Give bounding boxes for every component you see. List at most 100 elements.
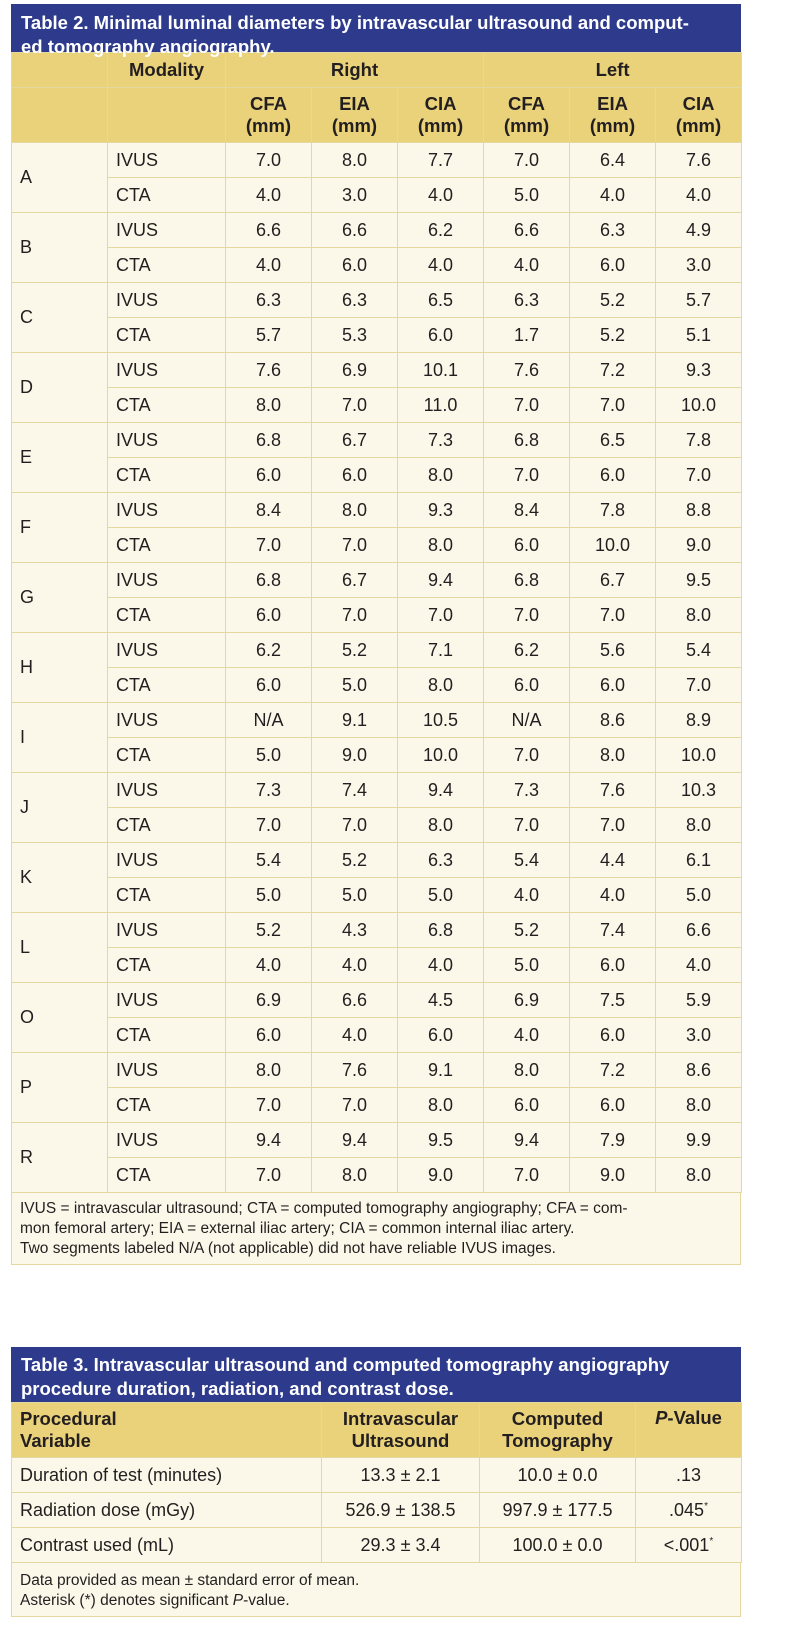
ivus-cell: 526.9 ± 138.5: [321, 1492, 480, 1528]
value-cell: 5.0: [225, 877, 312, 913]
value-cell: 1.7: [483, 317, 571, 353]
value-cell: 9.3: [396, 492, 485, 528]
value-cell: 6.0: [225, 597, 312, 633]
value-cell: 5.0: [225, 737, 312, 773]
value-cell: 8.0: [225, 387, 312, 423]
modality-cell: CTA: [107, 1017, 226, 1053]
value-cell: 8.0: [655, 1157, 743, 1193]
table-row: CTA 7.0 7.0 8.0 7.0 7.0 8.0: [12, 807, 743, 843]
footnote-line-3: Two segments labeled N/A (not applicable…: [20, 1240, 556, 1257]
value-cell: 3.0: [655, 1017, 743, 1053]
modality-cell: CTA: [107, 597, 226, 633]
value-cell: N/A: [483, 702, 571, 738]
row-label: D: [11, 352, 108, 423]
table-2: Table 2. Minimal luminal diameters by in…: [11, 4, 743, 1265]
row-label: O: [11, 982, 108, 1053]
row-label: C: [11, 282, 108, 353]
table-row: B IVUS 6.6 6.6 6.2 6.6 6.3 4.9: [11, 212, 743, 283]
value-cell: 10.5: [396, 702, 485, 738]
row-label: R: [11, 1122, 108, 1193]
modality-cell: IVUS: [107, 352, 226, 388]
value-cell: 8.0: [311, 142, 398, 178]
value-cell: 7.3: [225, 772, 312, 808]
value-cell: 10.0: [655, 387, 743, 423]
value-cell: 4.0: [569, 877, 657, 913]
value-cell: 6.6: [483, 212, 571, 248]
table-row: CTA 4.0 3.0 4.0 5.0 4.0 4.0: [12, 177, 743, 213]
ivus-cell: 29.3 ± 3.4: [321, 1527, 480, 1563]
value-cell: 4.9: [655, 212, 743, 248]
value-cell: 5.6: [569, 632, 657, 668]
value-cell: 7.0: [569, 807, 657, 843]
value-cell: 4.0: [396, 247, 485, 283]
pvalue-text: <.001: [663, 1534, 710, 1555]
table-row: O IVUS 6.9 6.6 4.5 6.9 7.5 5.9: [11, 982, 743, 1053]
value-cell: 8.0: [225, 1052, 312, 1088]
value-cell: 6.1: [655, 842, 743, 878]
value-cell: 6.0: [569, 947, 657, 983]
value-cell: 6.3: [483, 282, 571, 318]
table-3-title-line-1: Table 3. Intravascular ultrasound and co…: [21, 1354, 670, 1375]
footnote-line-1: IVUS = intravascular ultrasound; CTA = c…: [20, 1200, 628, 1217]
value-cell: 4.0: [311, 947, 398, 983]
value-cell: 6.0: [569, 1017, 657, 1053]
subheader-col-5: CIA (mm): [655, 87, 743, 143]
value-cell: 7.9: [569, 1122, 657, 1158]
value-cell: 7.0: [396, 597, 485, 633]
value-cell: 6.7: [569, 562, 657, 598]
modality-cell: IVUS: [107, 1122, 226, 1158]
value-cell: 4.0: [311, 1017, 398, 1053]
t3-header-pvalue-italic: P: [655, 1407, 668, 1428]
subheader-col-unit: (mm): [675, 115, 722, 136]
value-cell: 10.0: [396, 737, 485, 773]
table-row: CTA 5.7 5.3 6.0 1.7 5.2 5.1: [12, 317, 743, 353]
table-row: CTA 7.0 7.0 8.0 6.0 6.0 8.0: [12, 1087, 743, 1123]
value-cell: 7.0: [225, 142, 312, 178]
value-cell: 4.0: [569, 177, 657, 213]
value-cell: 6.6: [225, 212, 312, 248]
value-cell: 9.5: [396, 1122, 485, 1158]
value-cell: N/A: [225, 702, 312, 738]
value-cell: 7.0: [311, 1087, 398, 1123]
value-cell: 7.0: [655, 667, 743, 703]
value-cell: 8.4: [225, 492, 312, 528]
value-cell: 6.3: [396, 842, 485, 878]
value-cell: 9.9: [655, 1122, 743, 1158]
table-2-footnote: IVUS = intravascular ultrasound; CTA = c…: [11, 1193, 741, 1265]
value-cell: 6.6: [311, 212, 398, 248]
value-cell: 4.4: [569, 842, 657, 878]
table-row: CTA 6.0 4.0 6.0 4.0 6.0 3.0: [12, 1017, 743, 1053]
value-cell: 8.9: [655, 702, 743, 738]
table-3-grid: Procedural Variable Intravascular Ultras…: [11, 1402, 742, 1563]
value-cell: 7.0: [483, 142, 571, 178]
modality-cell: CTA: [107, 737, 226, 773]
value-cell: 6.0: [311, 247, 398, 283]
modality-cell: CTA: [107, 1087, 226, 1123]
modality-cell: CTA: [107, 177, 226, 213]
value-cell: 7.7: [396, 142, 485, 178]
value-cell: 5.0: [311, 667, 398, 703]
value-cell: 6.0: [483, 527, 571, 563]
t3-header-ct: Computed Tomography: [479, 1402, 636, 1458]
table-row: CTA 6.0 5.0 8.0 6.0 6.0 7.0: [12, 667, 743, 703]
value-cell: 5.9: [655, 982, 743, 1018]
value-cell: 7.6: [311, 1052, 398, 1088]
table-row: J IVUS 7.3 7.4 9.4 7.3 7.6 10.3: [11, 772, 743, 843]
value-cell: 7.0: [483, 1157, 571, 1193]
value-cell: 6.5: [396, 282, 485, 318]
subheader-blank-1: [11, 87, 108, 143]
modality-cell: IVUS: [107, 632, 226, 668]
value-cell: 7.0: [311, 807, 398, 843]
t3-header-variable: Procedural Variable: [11, 1402, 322, 1458]
value-cell: 6.4: [569, 142, 657, 178]
subheader-col-unit: (mm): [503, 115, 550, 136]
value-cell: 7.0: [569, 387, 657, 423]
table-row: CTA 6.0 6.0 8.0 7.0 6.0 7.0: [12, 457, 743, 493]
value-cell: 7.6: [655, 142, 743, 178]
value-cell: 7.0: [483, 597, 571, 633]
modality-cell: CTA: [107, 877, 226, 913]
value-cell: 6.0: [483, 667, 571, 703]
value-cell: 4.0: [396, 177, 485, 213]
table-3: Table 3. Intravascular ultrasound and co…: [11, 1347, 742, 1617]
subheader-col-name: CIA: [424, 93, 457, 114]
